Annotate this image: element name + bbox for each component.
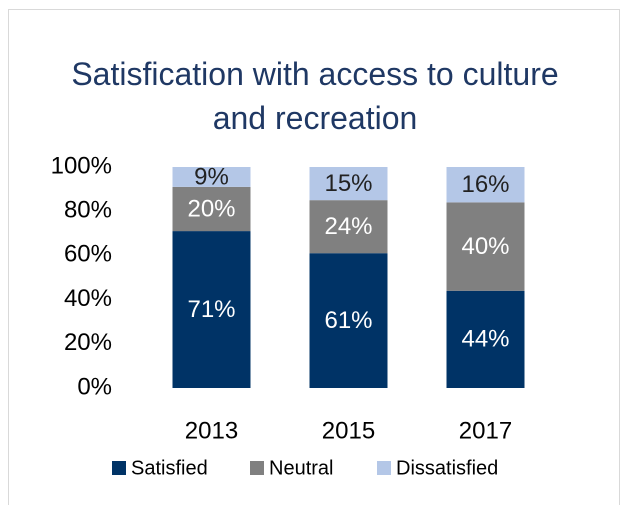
- bar-segment: [309, 167, 388, 201]
- legend-label: Satisfied: [131, 457, 208, 479]
- bar-segment: [446, 290, 525, 388]
- bar-segment: [446, 202, 525, 291]
- legend-swatch: [250, 461, 264, 475]
- data-label: 40%: [461, 233, 509, 260]
- x-tick-label: 2013: [185, 417, 238, 444]
- x-tick-label: 2015: [322, 417, 375, 444]
- x-tick-label: 2017: [459, 417, 512, 444]
- bar-segment: [309, 253, 388, 388]
- y-tick-label: 100%: [51, 152, 112, 179]
- data-label: 44%: [461, 326, 509, 353]
- legend-swatch: [377, 461, 391, 475]
- data-label: 16%: [461, 171, 509, 198]
- bar-segment: [309, 200, 388, 254]
- data-label: 20%: [187, 195, 235, 222]
- y-tick-label: 40%: [64, 285, 112, 312]
- y-tick-label: 60%: [64, 241, 112, 268]
- data-label: 24%: [324, 213, 372, 240]
- y-tick-label: 20%: [64, 329, 112, 356]
- legend-label: Dissatisfied: [396, 457, 498, 479]
- data-label: 61%: [324, 307, 372, 334]
- chart-title: Satisfication with access to culture and…: [71, 56, 559, 136]
- bar-segment: [172, 167, 251, 187]
- y-tick-label: 80%: [64, 197, 112, 224]
- legend-swatch: [112, 461, 126, 475]
- legend-label: Neutral: [269, 457, 333, 479]
- y-tick-label: 0%: [77, 373, 112, 400]
- data-label: 15%: [324, 170, 372, 197]
- data-label: 71%: [187, 296, 235, 323]
- bar-segment: [172, 231, 251, 388]
- bar-segment: [446, 167, 525, 203]
- data-label: 9%: [194, 163, 229, 190]
- chart-border: [8, 9, 620, 505]
- bar-segment: [172, 186, 251, 232]
